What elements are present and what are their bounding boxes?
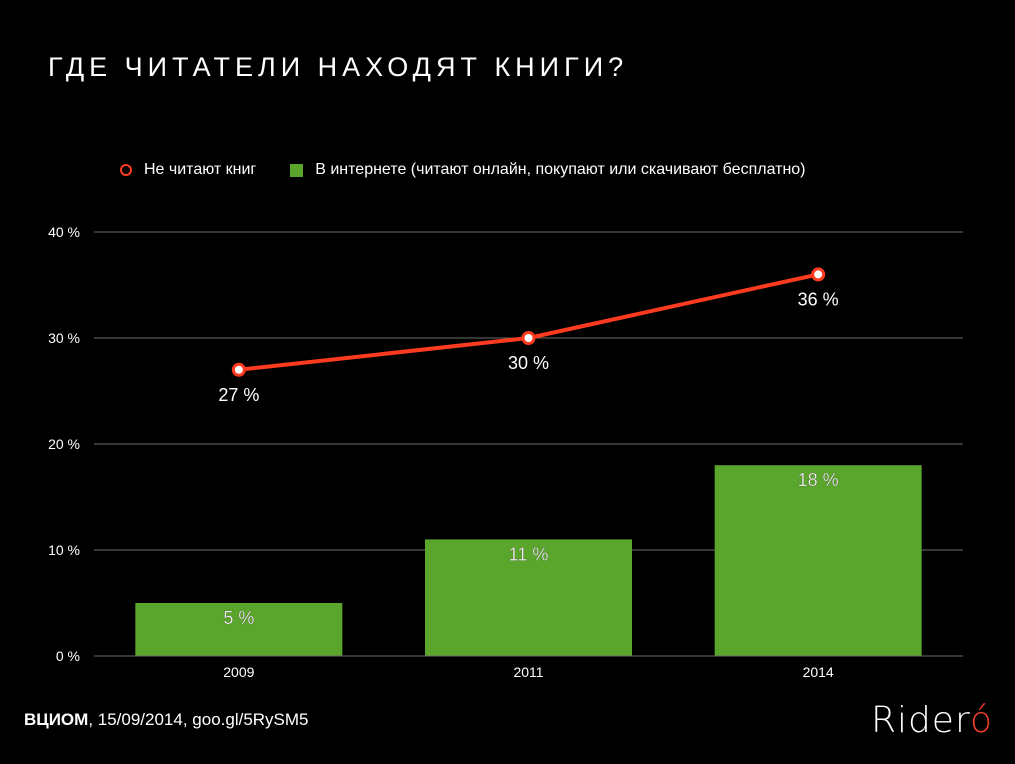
legend-label-not-reading: Не читают книг <box>144 161 257 178</box>
y-tick-label: 20 % <box>48 436 80 452</box>
source-details: , 15/09/2014, goo.gl/5RySM5 <box>88 710 309 729</box>
y-tick-label: 0 % <box>56 648 80 664</box>
line-data-label: 30 % <box>508 353 549 373</box>
y-tick-label: 30 % <box>48 330 80 346</box>
ridero-logo: Rideró <box>870 700 993 741</box>
y-tick-label: 40 % <box>48 224 80 240</box>
bar-data-label: 5 % <box>223 608 254 628</box>
x-tick-label: 2011 <box>513 664 543 680</box>
source-citation: ВЦИОМ, 15/09/2014, goo.gl/5RySM5 <box>24 710 309 730</box>
bar-marker-icon <box>290 163 304 177</box>
line-marker-icon <box>120 164 132 176</box>
bar-data-label: 18 % <box>798 470 839 490</box>
legend-label-internet: В интернете (читают онлайн, покупают или… <box>315 161 806 178</box>
x-tick-label: 2009 <box>223 664 254 680</box>
x-tick-label: 2014 <box>803 664 834 680</box>
line-point <box>811 267 826 282</box>
source-org: ВЦИОМ <box>24 710 89 729</box>
y-tick-label: 10 % <box>48 542 80 558</box>
line-data-label: 36 % <box>798 289 839 309</box>
line-point <box>521 331 536 345</box>
chart-legend: Не читают книг В интернете (читают онлай… <box>120 158 840 182</box>
bar-data-label: 11 % <box>509 544 549 564</box>
line-point <box>231 362 246 377</box>
legend-item-internet: В интернете (читают онлайн, покупают или… <box>290 161 806 179</box>
bar <box>425 539 632 656</box>
bar <box>135 603 343 656</box>
line-data-label: 27 % <box>218 385 259 405</box>
slide-title: ГДЕ ЧИТАТЕЛИ НАХОДЯТ КНИГИ? <box>48 52 629 82</box>
legend-item-not-reading: Не читают книг <box>120 161 256 179</box>
bar <box>714 465 922 656</box>
